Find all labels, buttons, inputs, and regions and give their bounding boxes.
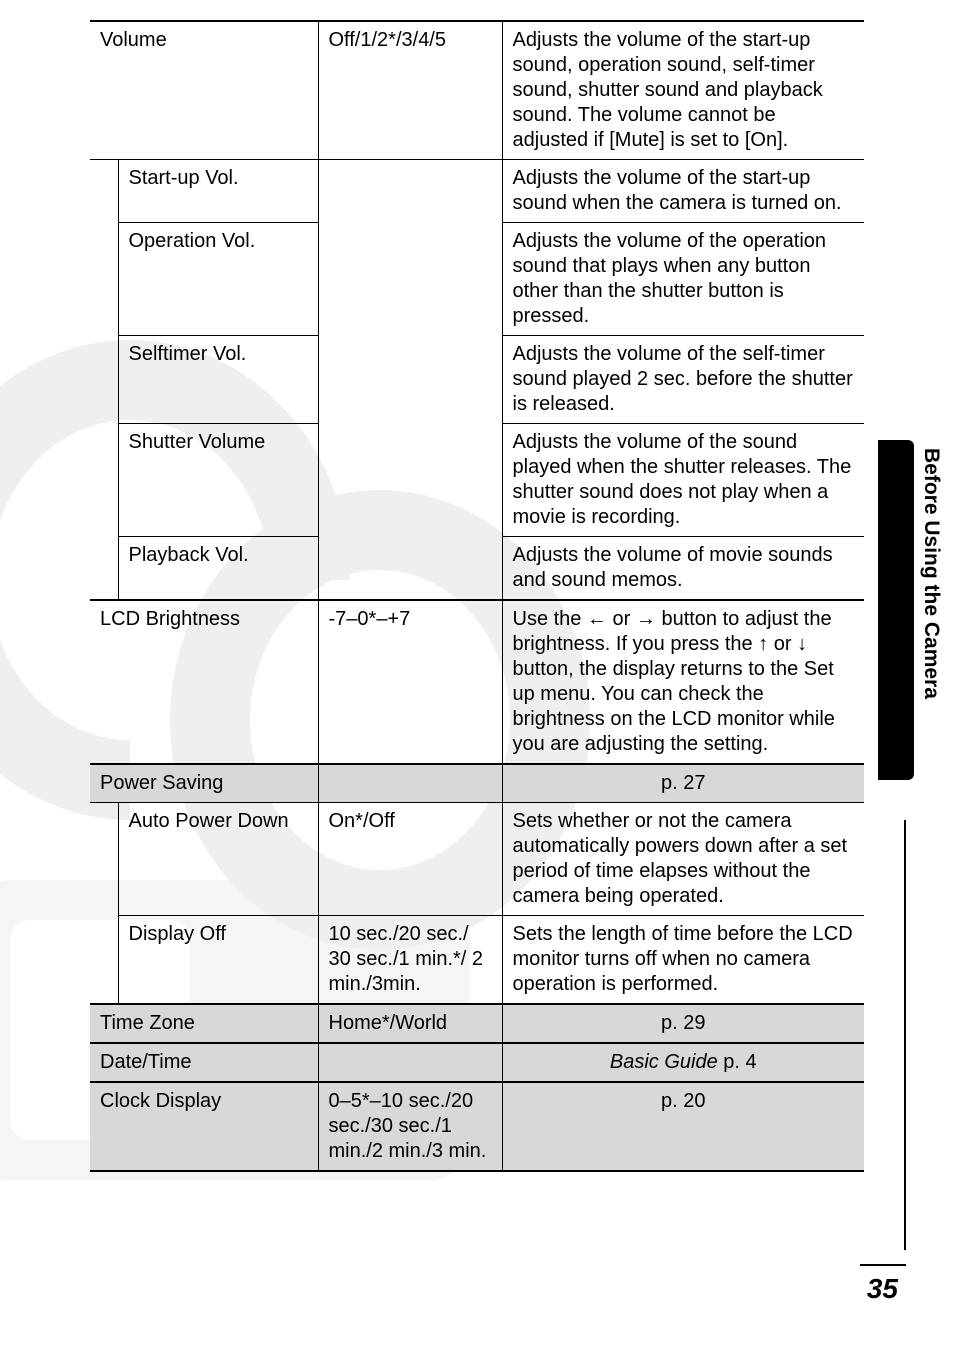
row-selftimer-label: Selftimer Vol. xyxy=(118,336,318,424)
row-lcd-desc: Use the ← or → button to adjust the brig… xyxy=(502,600,864,764)
up-arrow-icon: ↑ xyxy=(758,633,768,655)
row-lcd-label: LCD Brightness xyxy=(90,600,318,764)
row-shutter-desc: Adjusts the volume of the sound played w… xyxy=(502,424,864,537)
right-arrow-icon: → xyxy=(636,608,656,630)
section-label-vertical: Before Using the Camera xyxy=(882,448,906,699)
row-lcd-options: -7–0*–+7 xyxy=(318,600,502,764)
row-autopower-label: Auto Power Down xyxy=(118,803,318,916)
down-arrow-icon: ↓ xyxy=(797,633,807,655)
side-margin-line xyxy=(904,820,906,1250)
row-datetime-label: Date/Time xyxy=(90,1043,318,1082)
row-autopower-desc: Sets whether or not the camera automatic… xyxy=(502,803,864,916)
row-clock-label: Clock Display xyxy=(90,1082,318,1171)
volume-indent-spacer xyxy=(90,160,118,601)
row-autopower-options: On*/Off xyxy=(318,803,502,916)
row-startup-desc: Adjusts the volume of the start-up sound… xyxy=(502,160,864,223)
row-powersave-options-blank xyxy=(318,764,502,803)
settings-table: Volume Off/1/2*/3/4/5 Adjusts the volume… xyxy=(90,20,864,1172)
row-timezone-label: Time Zone xyxy=(90,1004,318,1043)
row-displayoff-desc: Sets the length of time before the LCD m… xyxy=(502,916,864,1005)
row-datetime-ref: Basic Guide p. 4 xyxy=(502,1043,864,1082)
page-number-rule xyxy=(860,1264,906,1266)
row-displayoff-label: Display Off xyxy=(118,916,318,1005)
volume-sub-options-blank xyxy=(318,160,502,601)
row-startup-label: Start-up Vol. xyxy=(118,160,318,223)
row-timezone-options: Home*/World xyxy=(318,1004,502,1043)
powersave-indent-spacer xyxy=(90,803,118,1005)
row-powersave-label: Power Saving xyxy=(90,764,318,803)
row-powersave-ref: p. 27 xyxy=(502,764,864,803)
row-clock-ref: p. 20 xyxy=(502,1082,864,1171)
row-clock-options: 0–5*–10 sec./20 sec./30 sec./1 min./2 mi… xyxy=(318,1082,502,1171)
row-operation-label: Operation Vol. xyxy=(118,223,318,336)
row-shutter-label: Shutter Volume xyxy=(118,424,318,537)
row-operation-desc: Adjusts the volume of the operation soun… xyxy=(502,223,864,336)
row-timezone-ref: p. 29 xyxy=(502,1004,864,1043)
row-selftimer-desc: Adjusts the volume of the self-timer sou… xyxy=(502,336,864,424)
row-displayoff-options: 10 sec./20 sec./ 30 sec./1 min.*/ 2 min.… xyxy=(318,916,502,1005)
row-volume-options: Off/1/2*/3/4/5 xyxy=(318,21,502,160)
left-arrow-icon: ← xyxy=(587,608,607,630)
settings-table-page: Volume Off/1/2*/3/4/5 Adjusts the volume… xyxy=(0,0,954,1172)
row-volume-desc: Adjusts the volume of the start-up sound… xyxy=(502,21,864,160)
row-volume-label: Volume xyxy=(90,21,318,160)
row-playback-desc: Adjusts the volume of movie sounds and s… xyxy=(502,537,864,601)
page-number: 35 xyxy=(867,1273,898,1305)
row-datetime-options-blank xyxy=(318,1043,502,1082)
row-playback-label: Playback Vol. xyxy=(118,537,318,601)
